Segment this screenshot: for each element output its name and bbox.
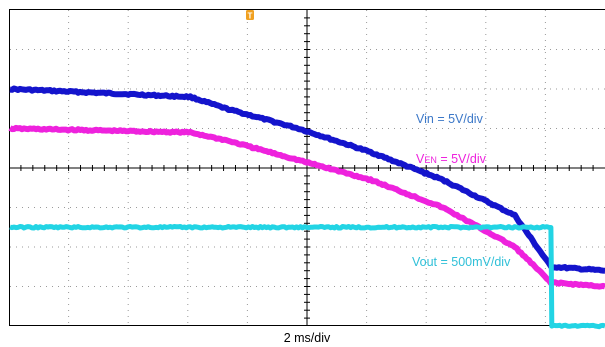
trigger-marker: T (246, 10, 254, 21)
graticule-grid (10, 10, 605, 326)
vout-scale-label: Vout = 500mV/div (412, 255, 511, 269)
vout-trace (9, 224, 605, 330)
ven-trace (8, 124, 605, 290)
vin-trace (9, 85, 605, 274)
waveform-traces (8, 85, 605, 330)
time-scale-label: 2 ms/div (284, 331, 331, 345)
vin-scale-label: Vin = 5V/div (416, 112, 484, 126)
ven-scale-label: VEN = 5V/div (416, 152, 487, 166)
trigger-marker-letter: T (248, 12, 253, 21)
